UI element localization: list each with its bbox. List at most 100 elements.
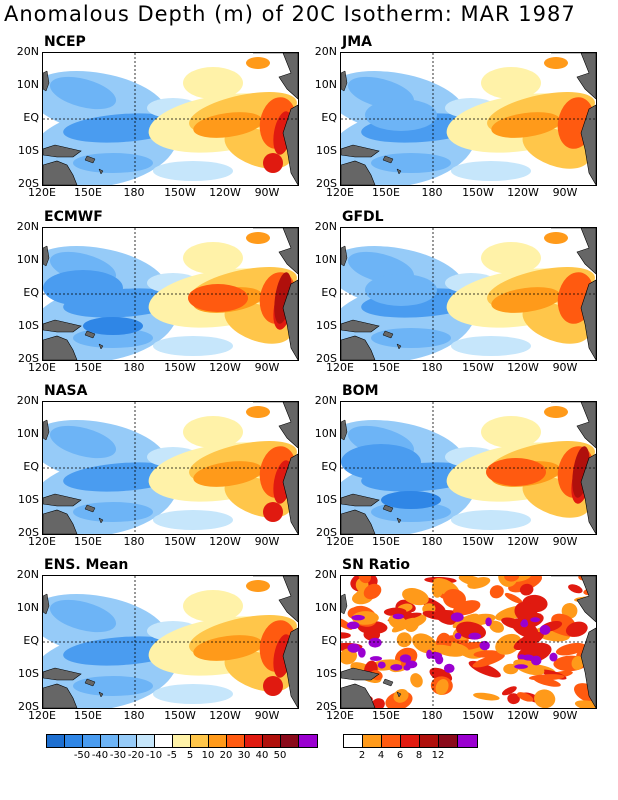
colorbar-swatch [209, 735, 227, 747]
lon-label: 90W [254, 361, 280, 374]
anomaly-field [43, 232, 298, 360]
lon-label: 180 [421, 709, 443, 722]
map-panel [42, 575, 299, 709]
colorbar-label: -40 [91, 750, 109, 761]
colorbar-label: 2 [358, 750, 366, 761]
lon-label: 180 [123, 535, 145, 548]
lat-label: EQ [23, 286, 39, 299]
colorbar-label: 10 [201, 750, 215, 761]
reference-lines [341, 402, 596, 534]
lon-label: 150W [164, 709, 196, 722]
colorbar-swatch [47, 735, 65, 747]
lat-label: 20N [16, 220, 39, 233]
lat-label: 20N [314, 220, 337, 233]
lat-label: 20S [18, 700, 39, 713]
lat-label: 20N [16, 45, 39, 58]
lon-label: 180 [421, 361, 443, 374]
land-mask [43, 228, 298, 360]
colorbar-label: -30 [109, 750, 127, 761]
lat-label: EQ [23, 111, 39, 124]
colorbar-swatch [344, 735, 363, 747]
lon-label: 180 [421, 535, 443, 548]
lon-label: 150E [372, 361, 400, 374]
colorbar-label: 5 [186, 750, 194, 761]
lon-label: 120E [28, 361, 56, 374]
colorbar-swatch [281, 735, 299, 747]
colorbar-label: 12 [431, 750, 445, 761]
lon-label: 120W [507, 709, 539, 722]
lat-label: 10N [16, 78, 39, 91]
colorbar-label: -50 [73, 750, 91, 761]
colorbar-swatch [245, 735, 263, 747]
lon-label: 120E [28, 709, 56, 722]
lat-label: 20S [18, 177, 39, 190]
colorbar-swatch [439, 735, 458, 747]
panel-title: BOM [342, 383, 379, 399]
colorbar-swatch [382, 735, 401, 747]
colorbar-swatch [191, 735, 209, 747]
colorbar-label: 8 [415, 750, 423, 761]
anomaly-field [341, 406, 596, 534]
lon-label: 90W [552, 709, 578, 722]
panel-title: ECMWF [44, 209, 103, 225]
lat-label: 20S [18, 526, 39, 539]
colorbar-swatch [458, 735, 477, 747]
land-mask [43, 53, 298, 185]
map-panel [340, 401, 597, 535]
lat-label: 10N [314, 253, 337, 266]
lon-label: 120E [28, 535, 56, 548]
lon-label: 180 [421, 186, 443, 199]
colorbar-swatch [263, 735, 281, 747]
lat-label: 10N [16, 601, 39, 614]
lat-label: 20N [314, 568, 337, 581]
colorbar-label: 4 [377, 750, 385, 761]
colorbar-label: 20 [219, 750, 233, 761]
map-panel [340, 52, 597, 186]
lat-label: 20S [316, 700, 337, 713]
lat-label: 10S [18, 493, 39, 506]
lon-label: 150W [164, 186, 196, 199]
lon-label: 120W [209, 535, 241, 548]
lon-label: 150E [372, 186, 400, 199]
lon-label: 120W [507, 361, 539, 374]
land-mask [43, 402, 298, 534]
reference-lines [43, 576, 298, 708]
lon-label: 120E [326, 361, 354, 374]
colorbar-label: 30 [237, 750, 251, 761]
lat-label: EQ [321, 286, 337, 299]
lon-label: 90W [552, 186, 578, 199]
lat-label: 20N [16, 568, 39, 581]
anomaly-field [43, 580, 298, 708]
panel-title: JMA [342, 34, 372, 50]
land-mask [341, 402, 596, 534]
anomaly-field [43, 57, 298, 185]
lat-label: 20S [316, 352, 337, 365]
anomaly-field [341, 57, 596, 185]
colorbar-label: -10 [145, 750, 163, 761]
lat-label: EQ [23, 460, 39, 473]
map-panel [340, 575, 597, 709]
lat-label: 10S [18, 667, 39, 680]
lon-label: 120E [326, 709, 354, 722]
sn-ratio-colorbar [343, 734, 478, 748]
map-panel [42, 401, 299, 535]
lon-label: 120W [209, 186, 241, 199]
lon-label: 180 [123, 709, 145, 722]
lon-label: 90W [552, 535, 578, 548]
land-mask [341, 228, 596, 360]
lat-label: 20S [18, 352, 39, 365]
lon-label: 90W [552, 361, 578, 374]
lon-label: 120E [28, 186, 56, 199]
lon-label: 90W [254, 709, 280, 722]
lon-label: 120E [326, 535, 354, 548]
lon-label: 150E [372, 535, 400, 548]
colorbar-swatch [101, 735, 119, 747]
lon-label: 120W [507, 535, 539, 548]
lat-label: 10N [314, 601, 337, 614]
reference-lines [341, 576, 596, 708]
lat-label: 10S [316, 319, 337, 332]
lat-label: EQ [23, 634, 39, 647]
reference-lines [341, 53, 596, 185]
lon-label: 90W [254, 186, 280, 199]
colorbar-swatch [155, 735, 173, 747]
